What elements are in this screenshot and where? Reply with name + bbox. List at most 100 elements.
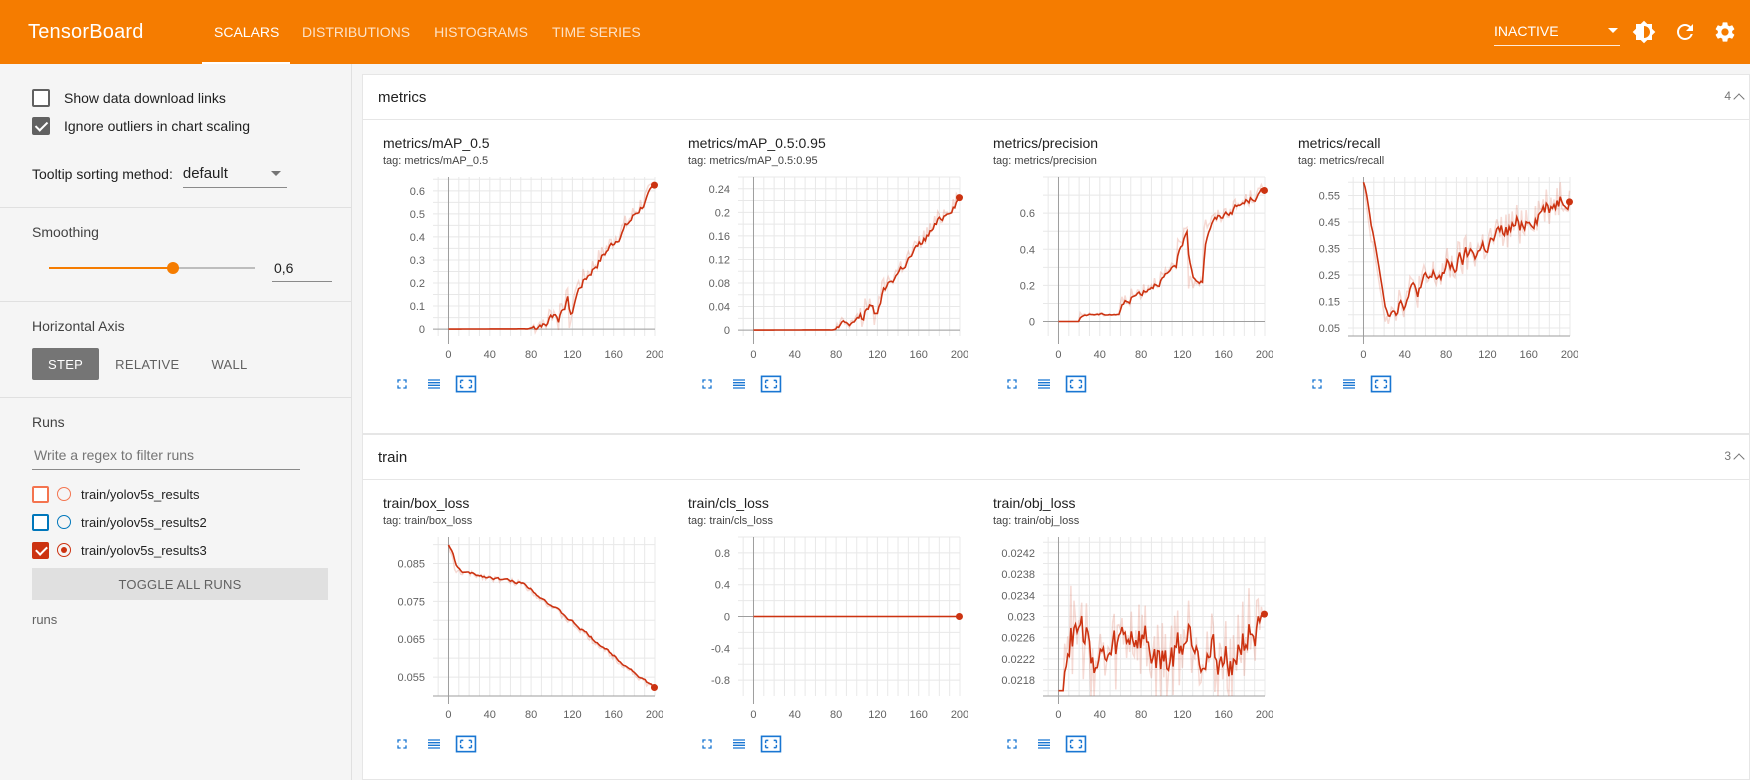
y-tick-label: 0.45 <box>1319 217 1340 229</box>
group-header[interactable]: metrics 4 <box>363 75 1749 120</box>
fullscreen-icon[interactable] <box>391 373 413 395</box>
toggle-all-runs-button[interactable]: TOGGLE ALL RUNS <box>32 568 328 600</box>
group-header[interactable]: train 3 <box>363 435 1749 480</box>
tab-scalars[interactable]: SCALARS <box>202 0 290 64</box>
show-download-links-checkbox[interactable] <box>32 89 50 107</box>
refresh-icon[interactable] <box>1673 20 1697 44</box>
smoothing-slider-row: 0,6 <box>32 250 332 286</box>
tab-distributions[interactable]: DISTRIBUTIONS <box>302 24 411 40</box>
ignore-outliers-option[interactable]: Ignore outliers in chart scaling <box>32 112 319 140</box>
axis-step-button[interactable]: STEP <box>32 348 100 380</box>
smoothing-slider-thumb[interactable] <box>166 262 179 274</box>
y-tick-label: 0.0242 <box>1001 548 1035 560</box>
toggle-log-scale-icon[interactable] <box>728 373 750 395</box>
toggle-log-scale-icon[interactable] <box>728 733 750 755</box>
fit-domain-icon[interactable] <box>1065 373 1087 395</box>
y-tick-label: -0.4 <box>711 643 730 655</box>
fullscreen-icon[interactable] <box>1001 733 1023 755</box>
toggle-log-scale-icon[interactable] <box>1033 733 1055 755</box>
fit-domain-icon[interactable] <box>455 733 477 755</box>
group-count: 4 <box>1724 89 1745 105</box>
y-tick-label: 0.12 <box>709 254 730 266</box>
y-tick-label: 0.4 <box>1020 244 1035 256</box>
last-point-marker <box>650 684 658 692</box>
dashboard-status-select[interactable]: INACTIVE <box>1494 18 1620 46</box>
run-item[interactable]: train/yolov5s_results <box>32 480 319 508</box>
chart-tag: tag: train/box_loss <box>383 515 473 527</box>
line-chart: 0 40 80 120 160 200 -0.8 -0.4 0 0.4 0.8 <box>711 536 968 721</box>
y-tick-label: 0.4 <box>410 232 425 244</box>
line-chart: 0 40 80 120 160 200 0.05 0.15 0.25 0.35 0.45 0.55 <box>1319 177 1578 361</box>
run-radio[interactable] <box>57 543 71 557</box>
chart-card: train/cls_loss tag: train/cls_loss 0 40 80 12… <box>668 481 1008 780</box>
toggle-log-scale-icon[interactable] <box>423 373 445 395</box>
fit-domain-icon[interactable] <box>760 373 782 395</box>
run-checkbox[interactable] <box>32 485 49 503</box>
toggle-log-scale-icon[interactable] <box>423 733 445 755</box>
x-tick-label: 200 <box>951 349 968 361</box>
runs-directory-label: runs <box>32 612 58 627</box>
fullscreen-icon[interactable] <box>696 733 718 755</box>
chart-tag: tag: metrics/recall <box>1298 155 1385 167</box>
tab-time-series[interactable]: TIME SERIES <box>552 24 641 40</box>
fullscreen-icon[interactable] <box>696 373 718 395</box>
axis-wall-button[interactable]: WALL <box>211 356 248 372</box>
last-point-marker <box>1260 186 1268 194</box>
fit-domain-icon[interactable] <box>760 733 782 755</box>
x-tick-label: 200 <box>646 349 663 361</box>
fit-domain-icon[interactable] <box>455 373 477 395</box>
chevron-up-icon[interactable] <box>1733 452 1745 465</box>
chart-toolbar <box>391 373 487 395</box>
settings-icon[interactable] <box>1713 20 1737 44</box>
run-item[interactable]: train/yolov5s_results3 <box>32 536 319 564</box>
fullscreen-icon[interactable] <box>1306 373 1328 395</box>
run-checkbox[interactable] <box>32 513 49 531</box>
ignore-outliers-checkbox[interactable] <box>32 117 50 135</box>
toggle-log-scale-icon[interactable] <box>1338 373 1360 395</box>
x-tick-label: 160 <box>910 349 928 361</box>
chevron-down-icon <box>270 171 281 176</box>
fullscreen-icon[interactable] <box>391 733 413 755</box>
chevron-up-icon[interactable] <box>1733 92 1745 105</box>
ignore-outliers-label: Ignore outliers in chart scaling <box>64 118 250 134</box>
x-tick-label: 80 <box>525 349 537 361</box>
fit-domain-icon[interactable] <box>1065 733 1087 755</box>
fit-domain-icon[interactable] <box>1370 373 1392 395</box>
group-count-value: 4 <box>1724 89 1731 103</box>
chart-toolbar <box>1306 373 1402 395</box>
tooltip-sort-select[interactable]: default <box>182 160 287 188</box>
chart-tag: tag: metrics/mAP_0.5:0.95 <box>688 155 818 167</box>
line-chart: 0 40 80 120 160 200 0 0.2 0.4 0.6 <box>1020 176 1273 361</box>
run-radio[interactable] <box>57 515 71 529</box>
tab-histograms[interactable]: HISTOGRAMS <box>434 24 528 40</box>
chart-card: train/box_loss tag: train/box_loss 0 40 80 12… <box>363 481 703 780</box>
show-download-links-option[interactable]: Show data download links <box>32 84 319 112</box>
run-radio[interactable] <box>57 487 71 501</box>
horizontal-axis-section: Horizontal Axis STEP RELATIVE WALL <box>0 302 351 398</box>
y-tick-label: 0.5 <box>410 209 425 221</box>
tooltip-sort-value: default <box>182 165 228 182</box>
main-content: metrics 4 metrics/mAP_0.5 tag: metrics/mA… <box>362 74 1750 780</box>
x-tick-label: 0 <box>445 349 451 361</box>
axis-relative-button[interactable]: RELATIVE <box>115 356 180 372</box>
runs-filter-input[interactable]: Write a regex to filter runs <box>32 440 300 470</box>
app-title: TensorBoard <box>28 20 144 43</box>
run-item[interactable]: train/yolov5s_results2 <box>32 508 319 536</box>
chart-toolbar <box>1001 373 1097 395</box>
horizontal-axis-title: Horizontal Axis <box>32 318 125 334</box>
chart-toolbar <box>1001 733 1097 755</box>
x-tick-label: 80 <box>1135 709 1147 721</box>
line-chart: 0 40 80 120 160 200 0.0218 0.0222 0.0226 0.023 0.0… <box>1001 537 1273 721</box>
fullscreen-icon[interactable] <box>1001 373 1023 395</box>
brightness-icon[interactable] <box>1632 20 1656 44</box>
toggle-log-scale-icon[interactable] <box>1033 373 1055 395</box>
smoothing-section: Smoothing 0,6 <box>0 208 351 302</box>
smoothing-input[interactable]: 0,6 <box>272 256 332 282</box>
chart-tag: tag: metrics/mAP_0.5 <box>383 155 489 167</box>
x-tick-label: 160 <box>605 349 623 361</box>
smoothing-slider[interactable] <box>49 262 255 274</box>
y-tick-label: 0.2 <box>410 278 425 290</box>
y-tick-label: 0.055 <box>397 672 425 684</box>
x-tick-label: 80 <box>830 709 842 721</box>
run-checkbox[interactable] <box>32 541 49 559</box>
